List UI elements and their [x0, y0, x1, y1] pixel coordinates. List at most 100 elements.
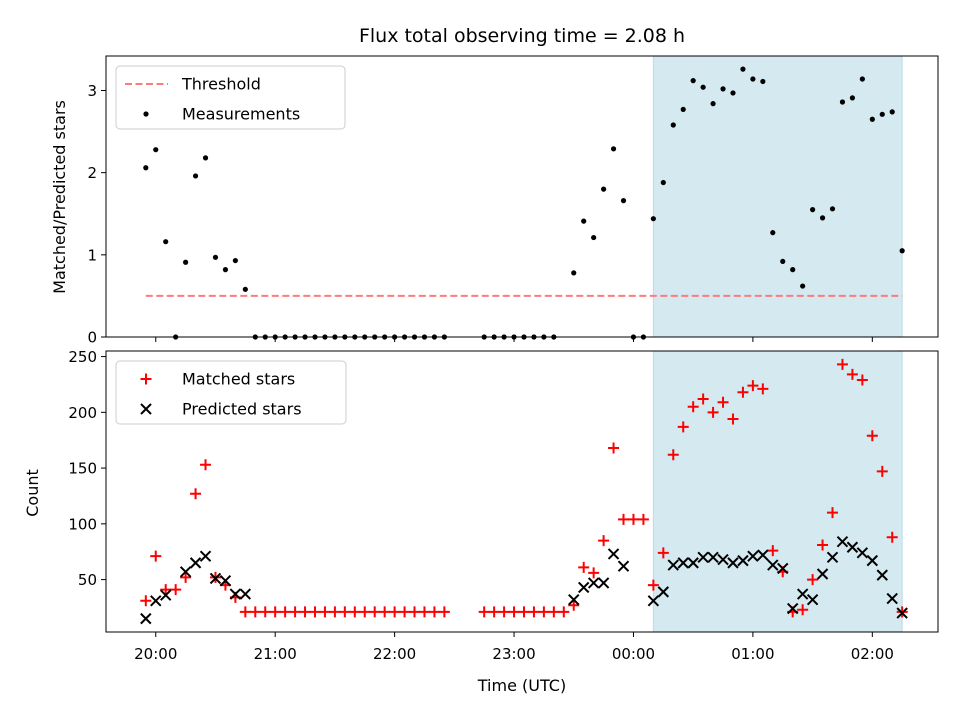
data-point: [170, 584, 182, 596]
data-point: [279, 606, 291, 618]
data-point: [700, 84, 706, 90]
x-tick-label: 22:00: [373, 645, 416, 663]
data-point: [846, 368, 858, 380]
data-point: [339, 606, 351, 618]
data-point: [232, 257, 238, 264]
data-point: [810, 207, 816, 213]
data-point: [747, 550, 759, 562]
data-point: [657, 586, 670, 598]
data-point: [588, 567, 600, 579]
x-tick-label: 01:00: [731, 645, 774, 663]
data-point: [568, 599, 580, 611]
data-point: [591, 234, 597, 241]
data-point: [750, 76, 756, 82]
data-point: [222, 267, 229, 273]
data-point: [179, 566, 192, 578]
data-point: [219, 574, 232, 587]
x-tick-label: 02:00: [851, 645, 894, 663]
data-point: [478, 606, 490, 618]
data-point: [189, 557, 202, 569]
data-point: [717, 553, 729, 566]
data-point: [876, 569, 888, 581]
data-point: [620, 198, 627, 204]
x-tick-label: 21:00: [254, 645, 297, 663]
data-point: [369, 606, 381, 618]
y-tick-label: 150: [68, 460, 97, 478]
data-point: [140, 612, 152, 625]
data-point: [819, 215, 826, 221]
data-point: [150, 595, 162, 607]
y-tick-label: 100: [68, 515, 97, 533]
data-point: [896, 607, 908, 619]
data-point: [558, 606, 570, 618]
count-y-ticks: 50 100 150 200 250: [68, 348, 106, 589]
y-tick-label: 2: [87, 164, 97, 182]
predicted-stars-series: [140, 535, 908, 625]
data-point: [438, 606, 450, 618]
shaded-interval: [652, 55, 903, 338]
data-point: [660, 179, 666, 186]
data-point: [650, 216, 656, 222]
data-point: [780, 258, 786, 265]
data-point: [670, 122, 676, 128]
ratio-marks: [143, 66, 905, 340]
data-point: [418, 606, 430, 618]
data-point: [259, 606, 271, 618]
x-tick-label: 23:00: [492, 645, 535, 663]
data-point: [856, 374, 868, 386]
data-point: [647, 595, 660, 607]
data-point: [836, 358, 848, 370]
data-point: [760, 78, 766, 85]
data-point: [797, 604, 809, 616]
data-point: [740, 66, 746, 72]
data-point: [757, 549, 769, 561]
data-point: [876, 465, 888, 477]
data-point: [577, 581, 590, 594]
data-point: [730, 90, 736, 96]
data-point: [319, 606, 331, 618]
data-point: [690, 78, 696, 84]
data-point: [192, 173, 199, 179]
data-point: [608, 442, 620, 454]
data-point: [617, 560, 630, 572]
data-point: [856, 547, 869, 559]
data-point: [806, 593, 819, 606]
data-point: [777, 562, 789, 575]
data-point: [677, 557, 689, 569]
data-point: [618, 513, 630, 525]
data-point: [199, 550, 212, 562]
data-point: [610, 146, 617, 152]
data-point: [598, 535, 610, 547]
data-point: [379, 606, 391, 618]
legend-marker-key: [140, 403, 152, 415]
legend-entry-label: Threshold: [181, 75, 261, 94]
data-point: [409, 606, 421, 618]
data-point: [827, 507, 839, 519]
legend-entry-label: Predicted stars: [182, 400, 302, 419]
data-point: [249, 606, 261, 618]
data-point: [849, 95, 856, 101]
data-point: [889, 109, 895, 115]
legend-box: [115, 360, 347, 425]
data-point: [846, 541, 859, 553]
data-point: [637, 513, 649, 525]
data-point: [839, 99, 846, 105]
data-point: [790, 267, 796, 273]
data-point: [697, 393, 709, 405]
data-point: [571, 270, 577, 276]
legend-entry-label: Matched stars: [182, 370, 295, 389]
data-point: [299, 606, 311, 618]
data-point: [568, 593, 580, 606]
data-point: [647, 579, 659, 591]
count-panel: 50 100 150 200 250 20:00 21:00 22:00 23:00 00:00…: [23, 348, 939, 695]
data-point: [667, 449, 679, 461]
y-tick-label: 1: [87, 246, 97, 264]
data-point: [180, 571, 192, 583]
data-point: [737, 554, 749, 567]
data-point: [866, 430, 878, 442]
chart-title: Flux total observing time = 2.08 h: [359, 25, 685, 47]
data-point: [687, 557, 699, 569]
data-point: [578, 561, 590, 573]
